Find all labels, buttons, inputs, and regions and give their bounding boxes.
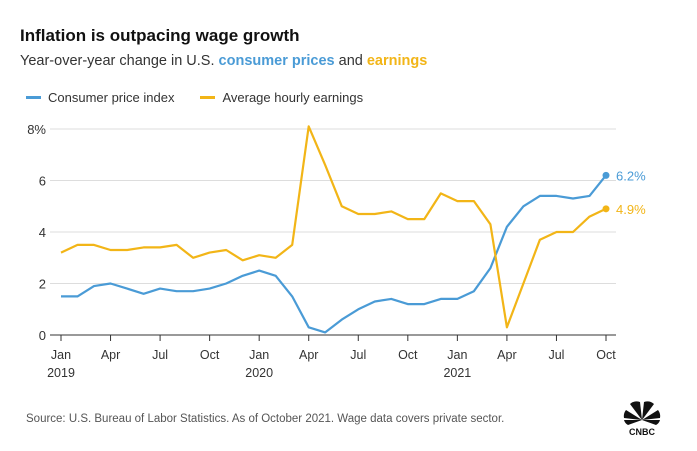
subtitle-prefix: Year-over-year change in U.S.	[20, 53, 219, 69]
x-tick-label: Oct	[398, 348, 418, 362]
logo-text: CNBC	[629, 427, 655, 437]
legend-item-cpi: Consumer price index	[26, 90, 174, 105]
subtitle-and: and	[334, 53, 367, 69]
y-axis: 0 2 4 6 8%	[27, 122, 46, 343]
gridlines	[50, 128, 616, 336]
peacock-icon: CNBC	[623, 401, 661, 437]
legend-swatch-cpi	[26, 96, 41, 99]
y-tick-label: 0	[39, 328, 46, 343]
x-tick-label: Apr	[497, 348, 516, 362]
subtitle-earnings: earnings	[366, 53, 428, 69]
series-line-cpi	[61, 174, 607, 334]
y-tick-label: 2	[39, 277, 46, 292]
chart-subtitle: Year-over-year change in U.S. consumer p…	[20, 53, 427, 69]
x-tick-label: Apr	[299, 348, 318, 362]
end-markers: 6.2% 4.9%	[602, 168, 646, 217]
chart-title: Inflation is outpacing wage growth	[20, 26, 300, 45]
x-year-label: 2020	[245, 366, 273, 380]
x-tick-label: Oct	[596, 348, 616, 362]
x-tick-label: Oct	[200, 348, 220, 362]
legend-label-earnings: Average hourly earnings	[222, 90, 364, 105]
x-tick-label: Jan	[51, 348, 71, 362]
y-tick-label: 4	[39, 225, 46, 240]
end-point-cpi	[602, 171, 610, 179]
end-point-earnings	[602, 205, 610, 213]
series-lines	[60, 125, 607, 334]
legend-item-earnings: Average hourly earnings	[200, 90, 363, 105]
y-tick-label: 6	[39, 174, 46, 189]
x-tick-label: Jul	[350, 348, 366, 362]
end-label-cpi: 6.2%	[616, 168, 646, 183]
x-tick-label: Jul	[152, 348, 168, 362]
end-label-earnings: 4.9%	[616, 202, 646, 217]
legend-swatch-earnings	[200, 96, 216, 99]
legend-label-cpi: Consumer price index	[48, 90, 175, 105]
y-tick-label: 8%	[27, 122, 46, 137]
source-note: Source: U.S. Bureau of Labor Statistics.…	[26, 413, 505, 425]
subtitle-cpi: consumer prices	[218, 53, 335, 69]
x-tick-label: Jul	[548, 348, 564, 362]
series-line-earnings	[60, 125, 607, 329]
x-tick-label: Jan	[447, 348, 467, 362]
x-year-label: 2019	[47, 366, 75, 380]
legend: Consumer price index Average hourly earn…	[26, 90, 389, 105]
x-axis: Jan 2019 Apr Jul Oct Jan 2020 Apr Jul Oct Jan 2021 A…	[47, 335, 616, 380]
x-year-label: 2021	[443, 366, 471, 380]
x-tick-label: Apr	[101, 348, 120, 362]
x-tick-label: Jan	[249, 348, 269, 362]
